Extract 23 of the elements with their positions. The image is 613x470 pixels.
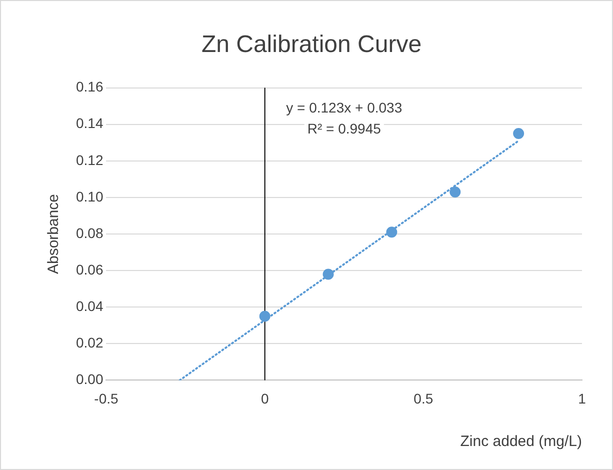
x-tick-label: 1 xyxy=(578,390,586,406)
y-tick-label: 0.10 xyxy=(76,188,104,204)
y-tick-label: 0.06 xyxy=(76,261,104,278)
y-tick-label: 0.04 xyxy=(76,298,104,314)
y-axis-title: Absorbance xyxy=(45,194,62,274)
y-tick-label: 0.14 xyxy=(76,115,104,132)
annotation: R² = 0.9945 xyxy=(307,120,382,137)
x-tick-label: 0 xyxy=(260,390,269,406)
y-tick-label: 0.08 xyxy=(76,224,104,241)
y-tick-label: 0.00 xyxy=(76,371,104,388)
point xyxy=(259,310,270,322)
x-tick-label: 0.5 xyxy=(414,390,434,406)
point xyxy=(322,268,334,280)
point xyxy=(386,226,398,238)
annotation: y = 0.123x + 0.033 xyxy=(286,100,402,116)
y-tick-label: 0.02 xyxy=(76,334,104,351)
x-axis-title: Zinc added (mg/L) xyxy=(460,433,582,450)
y-tick-label: 0.12 xyxy=(76,152,104,168)
point xyxy=(450,186,461,198)
x-tick-label: -0.5 xyxy=(94,390,119,406)
chart-title: Zn Calibration Curve xyxy=(201,31,422,58)
y-tick-label: 0.16 xyxy=(76,78,104,95)
point xyxy=(513,128,524,139)
